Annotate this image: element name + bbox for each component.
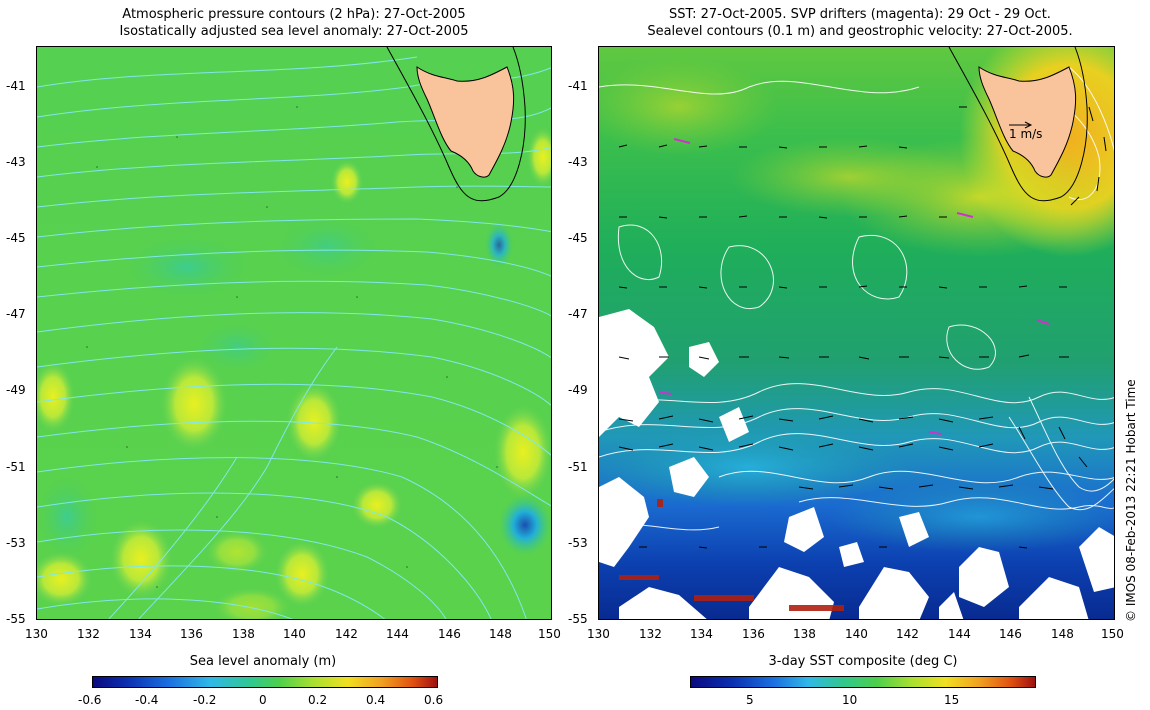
right-x-tick: 130 [587, 627, 610, 641]
right-x-tick: 144 [948, 627, 971, 641]
right-y-tick: -53 [568, 536, 588, 550]
tasmania-landmass [416, 66, 515, 178]
left-colorbar-label: Sea level anomaly (m) [189, 654, 337, 669]
left-y-tick: -41 [6, 79, 26, 93]
sea-level-colorbar [92, 676, 438, 688]
sea-level-anomaly-map [36, 46, 552, 620]
right-cb-tick: 15 [944, 693, 960, 707]
right-x-tick: 150 [1101, 627, 1124, 641]
left-cb-tick: 0 [259, 693, 267, 707]
left-cb-tick: 0.2 [308, 693, 328, 707]
left-cb-tick: -0.2 [193, 693, 217, 707]
left-y-tick: -53 [6, 536, 26, 550]
left-y-tick: -45 [6, 231, 26, 245]
left-y-tick: -47 [6, 307, 26, 321]
sst-colorbar [690, 676, 1036, 688]
right-colorbar-label: 3-day SST composite (deg C) [768, 654, 958, 669]
right-title-line2: Sealevel contours (0.1 m) and geostrophi… [647, 24, 1073, 39]
right-y-tick: -55 [568, 612, 588, 626]
left-x-tick: 146 [438, 627, 461, 641]
sea-level-anomaly-field [37, 47, 551, 619]
right-x-tick: 132 [639, 627, 662, 641]
sst-field [599, 47, 1114, 619]
tasmania-landmass [978, 66, 1077, 178]
svp-drifter-tracks [658, 138, 1050, 435]
right-x-tick: 134 [690, 627, 713, 641]
left-x-tick: 132 [77, 627, 100, 641]
left-y-tick: -43 [6, 155, 26, 169]
left-y-tick: -51 [6, 460, 26, 474]
geostrophic-velocity-arrows [618, 84, 1107, 549]
left-title-line1: Atmospheric pressure contours (2 hPa): 2… [122, 7, 466, 22]
right-x-tick: 146 [999, 627, 1022, 641]
right-y-tick: -41 [568, 79, 588, 93]
left-cb-tick: -0.4 [135, 693, 159, 707]
right-y-tick: -51 [568, 460, 588, 474]
right-cb-tick: 10 [842, 693, 858, 707]
left-x-tick: 136 [180, 627, 203, 641]
left-y-tick: -55 [6, 612, 26, 626]
right-panel-title: SST: 27-Oct-2005. SVP drifters (magenta)… [590, 6, 1130, 40]
left-y-tick: -49 [6, 383, 26, 397]
left-panel-title: Atmospheric pressure contours (2 hPa): 2… [36, 6, 552, 40]
left-title-line2: Isostatically adjusted sea level anomaly… [119, 24, 469, 39]
left-x-tick: 150 [538, 627, 561, 641]
right-x-tick: 138 [793, 627, 816, 641]
right-x-tick: 148 [1051, 627, 1074, 641]
velocity-scale-arrow-icon [1009, 121, 1033, 129]
sealevel-contours [599, 66, 1114, 531]
right-y-tick: -49 [568, 383, 588, 397]
right-y-tick: -43 [568, 155, 588, 169]
right-y-tick: -47 [568, 307, 588, 321]
velocity-scale-label: 1 m/s [1009, 127, 1043, 141]
right-title-line1: SST: 27-Oct-2005. SVP drifters (magenta)… [669, 7, 1051, 22]
cloud-mask [599, 309, 1114, 619]
left-x-tick: 140 [283, 627, 306, 641]
pressure-contours [37, 56, 551, 619]
right-x-tick: 136 [742, 627, 765, 641]
right-x-tick: 142 [896, 627, 919, 641]
left-x-tick: 130 [25, 627, 48, 641]
left-cb-tick: -0.6 [78, 693, 102, 707]
left-x-tick: 138 [232, 627, 255, 641]
imos-credit: © IMOS 08-Feb-2013 22:21 Hobart Time [1124, 379, 1138, 622]
right-y-tick: -45 [568, 231, 588, 245]
left-x-tick: 142 [335, 627, 358, 641]
left-x-tick: 134 [129, 627, 152, 641]
left-cb-tick: 0.6 [424, 693, 444, 707]
left-x-tick: 144 [386, 627, 409, 641]
right-x-tick: 140 [845, 627, 868, 641]
right-cb-tick: 5 [746, 693, 754, 707]
sst-map: 1 m/s [598, 46, 1115, 620]
left-x-tick: 148 [489, 627, 512, 641]
left-cb-tick: 0.4 [366, 693, 386, 707]
